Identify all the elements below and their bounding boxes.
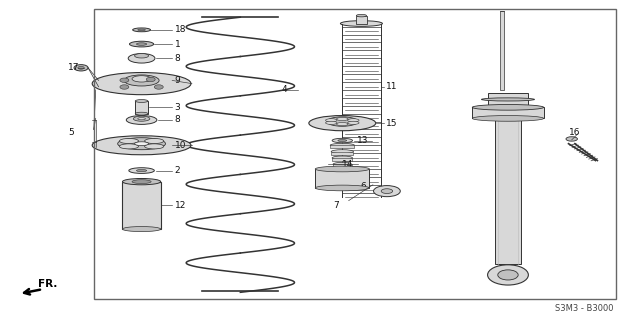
Bar (333, 164, 351, 167)
Ellipse shape (334, 169, 351, 173)
Ellipse shape (74, 65, 88, 71)
Ellipse shape (118, 138, 166, 150)
Ellipse shape (327, 117, 358, 126)
Text: 1: 1 (175, 40, 180, 48)
Bar (488, 93, 529, 106)
Ellipse shape (129, 168, 154, 174)
Text: 4: 4 (282, 85, 287, 94)
Bar (500, 11, 504, 90)
Text: 3: 3 (175, 103, 180, 112)
Ellipse shape (356, 14, 367, 17)
Ellipse shape (374, 186, 400, 197)
Bar (356, 16, 367, 24)
Ellipse shape (122, 226, 161, 232)
Ellipse shape (333, 162, 351, 166)
Ellipse shape (132, 180, 151, 183)
Ellipse shape (337, 122, 348, 126)
Ellipse shape (92, 136, 191, 155)
Bar (330, 145, 355, 148)
Bar (495, 118, 521, 264)
Ellipse shape (335, 175, 349, 179)
Bar (334, 171, 351, 174)
Ellipse shape (326, 119, 337, 122)
Ellipse shape (134, 54, 148, 58)
Text: 18: 18 (175, 25, 186, 34)
Text: 13: 13 (357, 136, 369, 145)
Bar (94, 9, 616, 299)
Ellipse shape (124, 75, 159, 86)
Ellipse shape (128, 54, 155, 63)
Text: 5: 5 (68, 128, 74, 137)
Text: 14: 14 (342, 160, 354, 169)
Ellipse shape (332, 138, 353, 143)
Ellipse shape (330, 143, 355, 147)
Ellipse shape (138, 29, 145, 31)
Ellipse shape (134, 142, 148, 145)
Ellipse shape (129, 41, 154, 47)
Ellipse shape (78, 66, 84, 69)
Text: S3M3 - B3000: S3M3 - B3000 (555, 304, 613, 313)
Ellipse shape (122, 178, 161, 185)
Ellipse shape (338, 140, 347, 141)
Ellipse shape (138, 118, 145, 120)
Text: 17: 17 (68, 63, 80, 72)
Circle shape (147, 77, 155, 82)
Text: 10: 10 (175, 141, 186, 150)
Ellipse shape (309, 115, 376, 131)
Ellipse shape (132, 76, 151, 82)
Bar (332, 158, 353, 161)
Text: 15: 15 (387, 119, 398, 128)
Text: 6: 6 (360, 182, 366, 191)
Circle shape (120, 85, 129, 89)
Ellipse shape (337, 117, 348, 121)
Ellipse shape (136, 43, 147, 45)
Ellipse shape (145, 138, 164, 144)
Text: 11: 11 (386, 82, 397, 91)
Ellipse shape (472, 105, 543, 110)
Ellipse shape (316, 185, 369, 191)
Bar (472, 107, 543, 118)
Ellipse shape (120, 138, 138, 144)
Ellipse shape (481, 98, 534, 101)
Text: 16: 16 (568, 128, 580, 137)
Ellipse shape (120, 144, 138, 149)
Ellipse shape (566, 137, 577, 141)
Text: 7: 7 (333, 201, 339, 210)
Text: FR.: FR. (38, 279, 58, 289)
Ellipse shape (332, 156, 353, 160)
Ellipse shape (340, 21, 383, 26)
Text: 8: 8 (175, 54, 180, 63)
Bar (331, 152, 353, 155)
Ellipse shape (331, 150, 353, 153)
Bar (135, 101, 148, 114)
Ellipse shape (132, 28, 150, 32)
Text: 12: 12 (175, 201, 186, 210)
Circle shape (488, 265, 529, 285)
Ellipse shape (472, 115, 543, 121)
Ellipse shape (348, 119, 359, 122)
Ellipse shape (145, 144, 164, 149)
Ellipse shape (126, 115, 157, 124)
Ellipse shape (348, 121, 359, 124)
Circle shape (120, 78, 129, 82)
Ellipse shape (381, 189, 393, 194)
Bar (316, 169, 369, 188)
Text: 9: 9 (175, 76, 180, 85)
Text: 8: 8 (175, 115, 180, 124)
Ellipse shape (92, 72, 191, 95)
Ellipse shape (135, 100, 148, 102)
Circle shape (498, 270, 518, 280)
Bar (335, 177, 349, 180)
Ellipse shape (133, 116, 150, 121)
Circle shape (154, 85, 163, 89)
Ellipse shape (135, 112, 148, 115)
Ellipse shape (136, 169, 147, 172)
Bar (122, 182, 161, 229)
Ellipse shape (316, 166, 369, 172)
Ellipse shape (326, 121, 337, 124)
Text: 2: 2 (175, 166, 180, 175)
